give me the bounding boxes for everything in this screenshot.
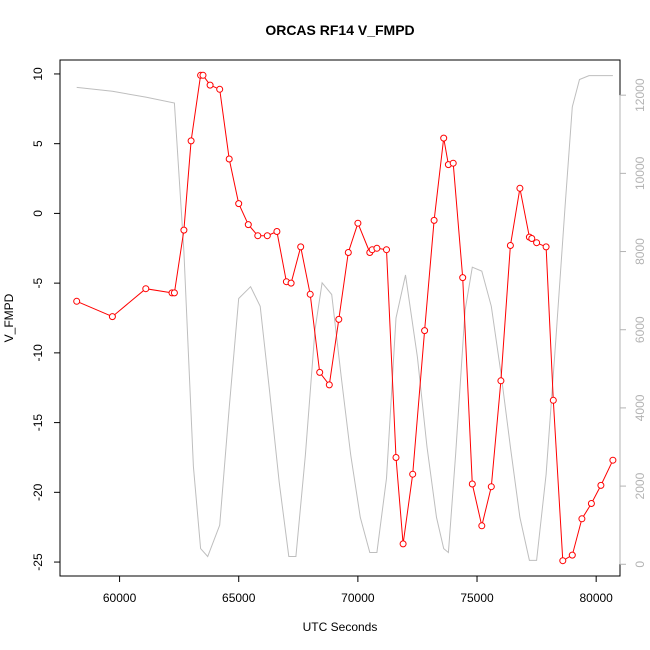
x-tick-label: 70000 (341, 591, 375, 605)
data-point (487, 483, 495, 491)
data-point (373, 244, 381, 252)
data-point (506, 242, 514, 249)
data-point (297, 243, 305, 251)
data-point (354, 219, 362, 227)
primary-series (73, 71, 617, 565)
data-point (440, 134, 448, 142)
y2-tick-label: 4000 (633, 394, 647, 421)
data-point (180, 226, 188, 234)
data-point (325, 381, 333, 389)
data-point (549, 396, 557, 404)
data-point (609, 456, 617, 464)
data-point (468, 480, 476, 488)
data-point (578, 515, 586, 523)
data-point (263, 232, 271, 240)
y-tick-label: -15 (31, 414, 45, 432)
data-point (199, 71, 207, 79)
data-point (142, 285, 150, 293)
data-point (187, 137, 195, 145)
data-point (542, 243, 550, 251)
data-point (421, 327, 429, 335)
data-point (559, 557, 567, 565)
chart-title: ORCAS RF14 V_FMPD (265, 22, 414, 38)
data-point (273, 228, 281, 235)
plot-area (59, 59, 621, 577)
y2-tick-label: 0 (633, 561, 647, 568)
x-tick-label: 60000 (103, 591, 137, 605)
data-point (108, 313, 116, 321)
data-point (430, 216, 438, 224)
y2-tick-label: 10000 (633, 156, 647, 190)
data-point (516, 184, 524, 192)
data-point (73, 297, 81, 305)
y2-axis: 0 2000 4000 6000 8000 10000 12000 (619, 78, 647, 568)
data-point (225, 155, 233, 163)
data-point (478, 522, 486, 530)
x-axis: 60000 65000 70000 75000 80000 (103, 575, 613, 605)
data-point (235, 200, 243, 208)
data-point (597, 481, 605, 489)
data-point (399, 540, 407, 548)
y-tick-label: 10 (31, 67, 45, 81)
primary-series-line (76, 74, 614, 562)
data-point (254, 232, 262, 240)
data-point (409, 470, 417, 478)
data-point (568, 551, 576, 559)
data-point (383, 246, 390, 254)
y-axis-title: V_FMPD (2, 293, 16, 342)
data-point (497, 377, 505, 385)
data-point (459, 274, 467, 282)
y2-tick-label: 8000 (633, 238, 647, 265)
x-axis-title: UTC Seconds (303, 620, 378, 634)
y2-tick-label: 2000 (633, 472, 647, 499)
data-point (533, 239, 541, 247)
data-point (449, 159, 457, 167)
data-point (335, 315, 343, 323)
y-axis: 10 5 0 -5 -10 -15 -20 -25 (31, 67, 61, 571)
data-point (170, 289, 178, 297)
y-tick-label: -10 (31, 344, 45, 362)
secondary-series-line (76, 75, 613, 561)
y2-tick-label: 12000 (633, 78, 647, 112)
x-tick-label: 65000 (222, 591, 256, 605)
y-tick-label: 5 (31, 140, 45, 147)
data-point (587, 500, 595, 507)
y-tick-label: -25 (31, 553, 45, 571)
y2-tick-label: 6000 (633, 316, 647, 343)
data-point (316, 368, 324, 376)
x-tick-label: 80000 (579, 591, 613, 605)
data-point (306, 290, 314, 298)
data-point (528, 235, 536, 242)
secondary-series (76, 75, 613, 561)
data-point (216, 85, 224, 93)
data-point (206, 81, 214, 89)
data-point (344, 249, 352, 256)
y-tick-label: -20 (31, 483, 45, 501)
data-point (287, 279, 295, 287)
x-tick-label: 75000 (460, 591, 494, 605)
y-tick-label: 0 (31, 210, 45, 217)
y-tick-label: -5 (31, 277, 45, 288)
data-point (392, 454, 400, 461)
data-point (244, 221, 252, 229)
